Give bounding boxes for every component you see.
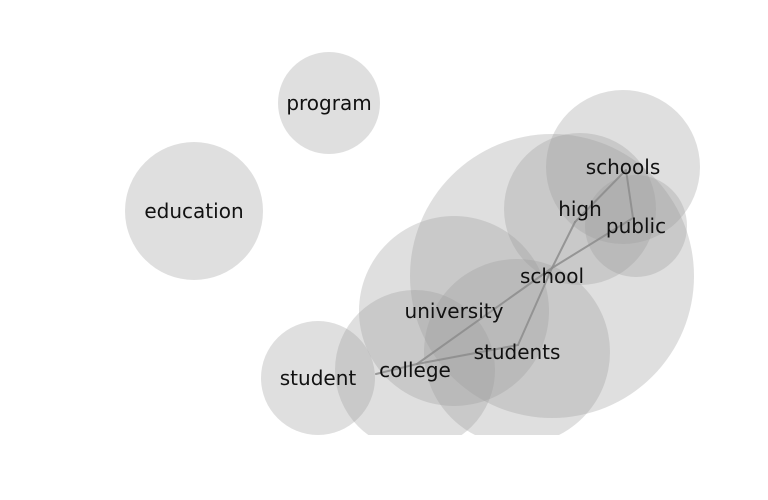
- bubble-school: [410, 134, 694, 418]
- bubble-university: [359, 216, 549, 406]
- bubble-schools: [546, 90, 700, 244]
- label-program: program: [286, 91, 371, 115]
- bubble-students: [424, 259, 610, 435]
- edge-college-students: [416, 344, 519, 365]
- label-high: high: [558, 197, 602, 221]
- label-students: students: [474, 340, 561, 364]
- bubble-public: [585, 175, 687, 277]
- bubble-student: [261, 321, 375, 435]
- label-public: public: [606, 214, 666, 238]
- edge-school-high: [551, 221, 576, 269]
- label-education: education: [144, 199, 243, 223]
- label-college: college: [379, 358, 451, 382]
- label-school: school: [520, 264, 584, 288]
- edge-schools-public: [625, 169, 634, 219]
- label-university: university: [405, 299, 504, 323]
- edge-high-schools: [574, 169, 627, 223]
- edge-school-public: [551, 217, 634, 269]
- bubble-program: [278, 52, 380, 154]
- bubble-college: [335, 290, 495, 435]
- bubble-high: [504, 133, 656, 285]
- bubble-education: [125, 142, 263, 280]
- label-student: student: [280, 366, 357, 390]
- edge-college-school: [416, 267, 553, 365]
- label-schools: schools: [586, 155, 661, 179]
- edge-student-college: [375, 363, 418, 375]
- edge-students-school: [517, 267, 553, 346]
